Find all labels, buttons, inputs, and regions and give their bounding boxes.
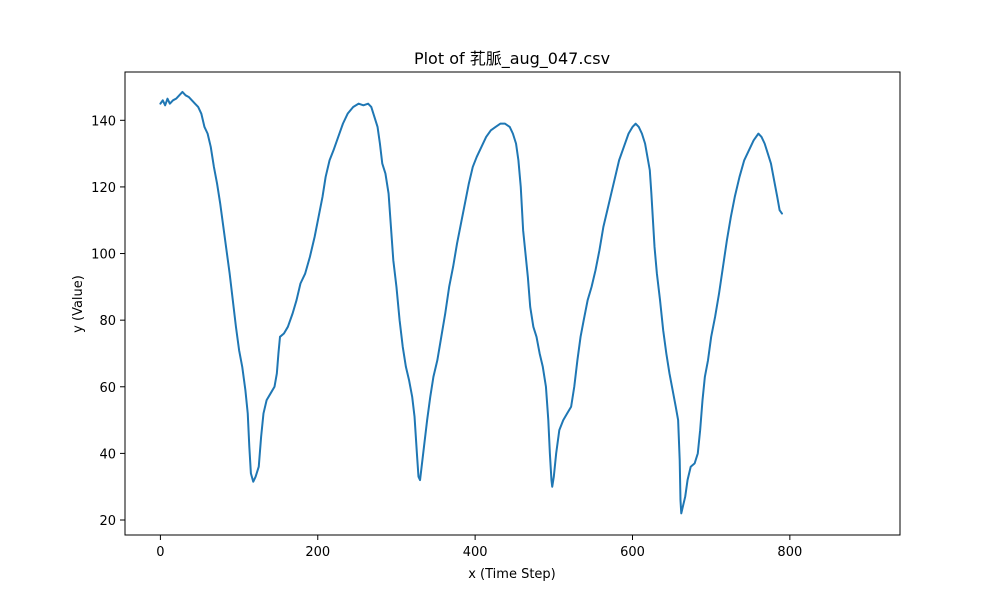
x-axis-label: x (Time Step) <box>468 567 556 582</box>
y-axis: 20 40 60 80 100 120 140 <box>91 114 125 529</box>
y-tick-label: 20 <box>99 514 116 529</box>
axes-frame <box>124 71 901 536</box>
chart-title: Plot of 芤脈_aug_047.csv <box>414 49 610 69</box>
series-line <box>159 90 783 515</box>
y-tick-label: 60 <box>99 381 116 396</box>
x-tick-label: 400 <box>463 545 488 560</box>
x-tick-label: 200 <box>305 545 330 560</box>
y-tick-label: 140 <box>91 114 116 129</box>
plot-area <box>159 90 783 515</box>
x-tick-label: 800 <box>777 545 802 560</box>
x-tick-label: 600 <box>620 545 645 560</box>
y-tick-label: 80 <box>99 314 116 329</box>
y-tick-label: 40 <box>99 447 116 462</box>
x-tick-label: 0 <box>156 545 164 560</box>
x-axis: 0 200 400 600 800 <box>156 535 802 560</box>
y-tick-label: 100 <box>91 248 116 263</box>
y-axis-label: y (Value) <box>71 275 86 333</box>
y-tick-label: 120 <box>91 181 116 196</box>
